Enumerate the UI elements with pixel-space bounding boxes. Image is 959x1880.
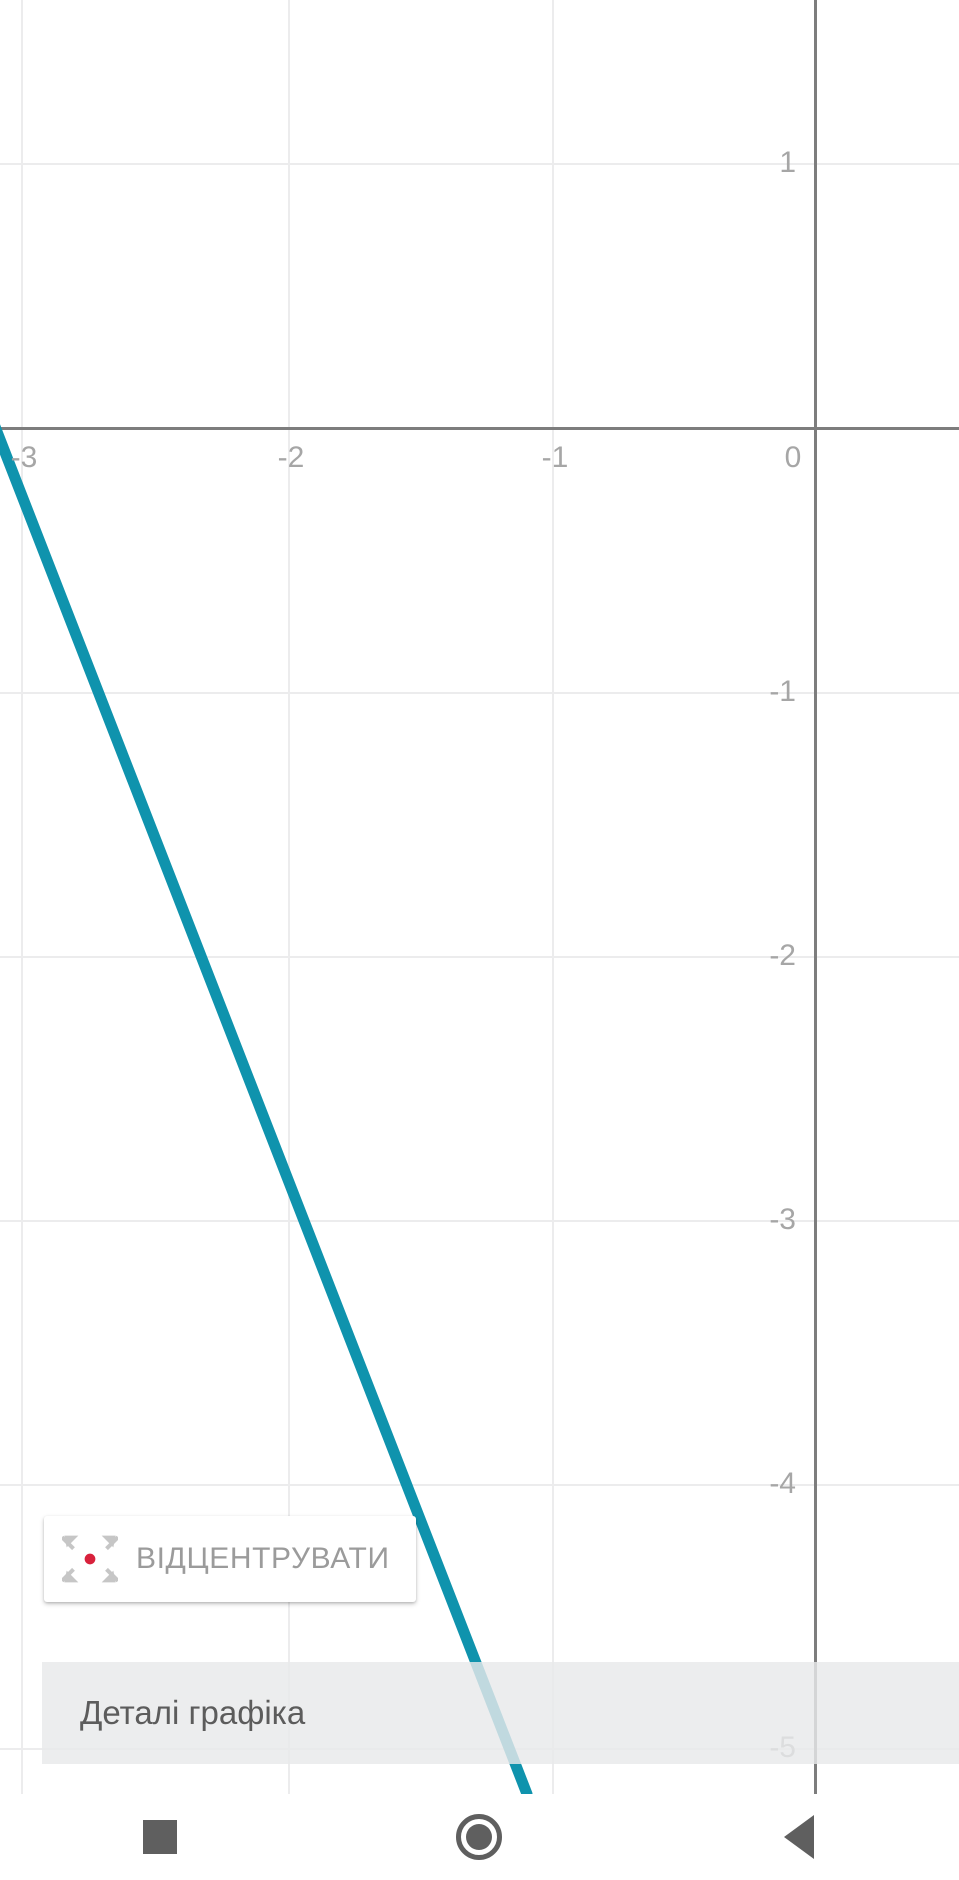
y-tick-label-1: 1 — [779, 146, 796, 179]
x-tick-label-minus1: -1 — [541, 441, 569, 474]
square-icon — [142, 1820, 177, 1854]
y-tick-label-minus3: -3 — [769, 1203, 796, 1236]
graph-plot-area[interactable]: -3 -2 -1 0 1 -1 -2 -3 -4 -5 — [0, 0, 959, 1794]
x-tick-label-minus3: -3 — [10, 441, 38, 474]
nav-recents-button[interactable] — [100, 1794, 220, 1880]
y-tick-label-minus2: -2 — [769, 939, 796, 972]
gridline-vertical-x-minus3 — [21, 0, 23, 1794]
graph-details-title: Деталі графіка — [80, 1694, 306, 1731]
y-tick-label-minus1: -1 — [769, 675, 796, 708]
circle-icon — [456, 1814, 503, 1860]
nav-back-button[interactable] — [739, 1794, 859, 1880]
triangle-left-icon — [784, 1815, 815, 1859]
y-axis — [814, 0, 817, 1794]
graph-details-sheet[interactable]: Деталі графіка — [42, 1662, 959, 1764]
recenter-button-label: ВІДЦЕНТРУВАТИ — [136, 1542, 390, 1575]
x-tick-label-0: 0 — [784, 441, 802, 474]
gridline-horizontal-y-1 — [0, 163, 959, 165]
android-navigation-bar — [0, 1794, 959, 1880]
nav-home-button[interactable] — [419, 1794, 539, 1880]
gridline-vertical-x-minus1 — [552, 0, 554, 1794]
x-tick-label-minus2: -2 — [277, 441, 305, 474]
y-tick-label-minus4: -4 — [769, 1467, 796, 1500]
recenter-button[interactable]: ВІДЦЕНТРУВАТИ — [44, 1516, 416, 1602]
recenter-icon — [60, 1531, 120, 1587]
